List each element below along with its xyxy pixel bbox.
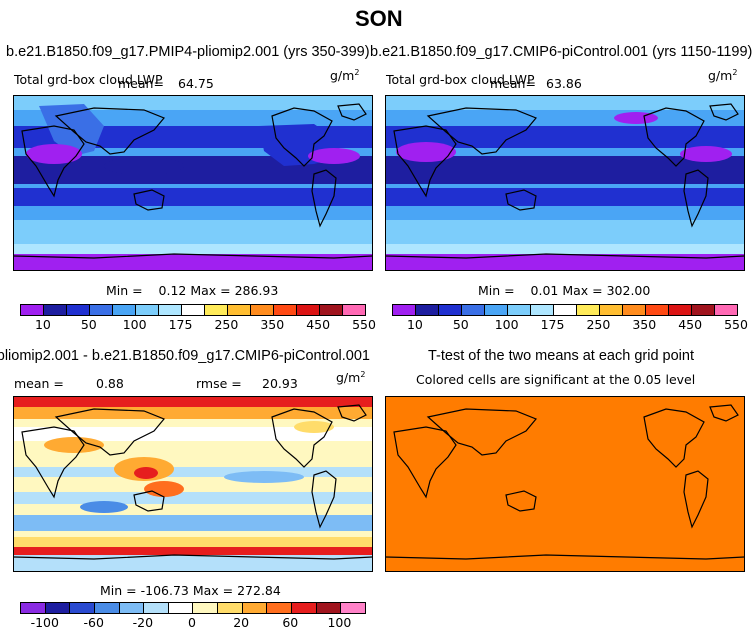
colorbar-swatch [45,603,71,613]
colorbar-swatch [292,603,317,613]
colorbar-swatch [70,603,95,613]
colorbar-label: 175 [540,317,565,332]
colorbar-swatch [393,305,416,315]
colorbar-label: 0 [188,615,196,630]
diff-mean-label: mean = [14,376,64,391]
colorbar-label: 50 [80,317,97,332]
case1-title: b.e21.B1850.f09_g17.PMIP4-pliomip2.001 (… [6,44,370,60]
case1-stats: Min = 0.12 Max = 286.93 [106,283,279,298]
colorbar-swatch [228,305,251,315]
colorbar-swatch [159,305,182,315]
diff-mean-value: 0.88 [96,376,124,391]
colorbar-swatch [251,305,274,315]
colorbar-swatch [119,603,145,613]
ttest-title: T-test of the two means at each grid poi… [428,348,694,364]
colorbar-label: 50 [452,317,469,332]
colorbar-label: 60 [282,615,299,630]
colorbar-label: -20 [132,615,154,630]
colorbar-swatch [554,305,577,315]
colorbar-swatch [136,305,159,315]
colorbar-label: 550 [724,317,748,332]
colorbar-swatch [600,305,623,315]
colorbar-swatch [320,305,343,315]
colorbar-swatch [577,305,600,315]
colorbar-label: 100 [327,615,352,630]
case1-map [13,95,373,271]
case2-units: g/m2 [708,68,738,84]
colorbar-label: 550 [352,317,376,332]
colorbar-swatch [623,305,646,315]
colorbar-swatch [21,305,44,315]
colorbar-label: 100 [494,317,519,332]
colorbar-swatch [416,305,439,315]
colorbar-swatch [692,305,715,315]
colorbar-label: 10 [34,317,51,332]
diff-map [13,396,373,572]
colorbar-label: 450 [306,317,331,332]
colorbar-swatch [242,603,268,613]
diff-title: b.e21.B1850.f09_g17.PMIP4-pliomip2.001 -… [0,348,370,364]
colorbar-swatch [182,305,205,315]
colorbar-swatch [341,603,365,613]
case2-mean-label: mean= [490,76,536,91]
colorbar-label: 10 [406,317,423,332]
colorbar-swatch [44,305,67,315]
case1-colorbar [20,304,366,316]
diff-rmse-label: rmse = [196,376,242,391]
diff-units: g/m2 [336,370,366,386]
colorbar-swatch [715,305,737,315]
colorbar-swatch [646,305,669,315]
case2-map [385,95,745,271]
colorbar-label: -60 [83,615,104,630]
diff-stats: Min = -106.73 Max = 272.84 [100,583,281,598]
case2-mean-value: 63.86 [546,76,582,91]
colorbar-label: 175 [168,317,193,332]
colorbar-label: 350 [260,317,285,332]
colorbar-swatch [218,603,243,613]
colorbar-label: 250 [214,317,239,332]
colorbar-label: 450 [678,317,703,332]
colorbar-swatch [267,603,293,613]
colorbar-swatch [343,305,365,315]
ttest-subtitle: Colored cells are significant at the 0.0… [416,372,696,387]
colorbar-label: -100 [30,615,59,630]
case2-colorbar [392,304,738,316]
colorbar-swatch [316,603,342,613]
colorbar-swatch [205,305,228,315]
case2-stats: Min = 0.01 Max = 302.00 [478,283,651,298]
diff-colorbar [20,602,366,614]
case1-mean-label: mean= [118,76,164,91]
colorbar-label: 100 [122,317,147,332]
colorbar-swatch [669,305,692,315]
colorbar-swatch [144,603,169,613]
case1-mean-value: 64.75 [178,76,214,91]
colorbar-label: 350 [632,317,657,332]
colorbar-swatch [508,305,531,315]
colorbar-label: 250 [586,317,611,332]
colorbar-swatch [193,603,219,613]
case2-title: b.e21.B1850.f09_g17.CMIP6-piControl.001 … [370,44,753,60]
case2-variable: Total grd-box cloud LWP [386,72,535,87]
colorbar-label: 20 [233,615,250,630]
colorbar-swatch [168,603,194,613]
colorbar-swatch [90,305,113,315]
case1-variable: Total grd-box cloud LWP [14,72,163,87]
colorbar-swatch [531,305,554,315]
colorbar-swatch [21,603,46,613]
case1-units: g/m2 [330,68,360,84]
colorbar-swatch [439,305,462,315]
diff-rmse-value: 20.93 [262,376,298,391]
colorbar-swatch [67,305,90,315]
colorbar-swatch [485,305,508,315]
ttest-map [385,396,745,572]
colorbar-swatch [274,305,297,315]
colorbar-swatch [113,305,136,315]
figure-title: SON [355,6,403,31]
colorbar-swatch [462,305,485,315]
colorbar-swatch [297,305,320,315]
colorbar-swatch [94,603,120,613]
